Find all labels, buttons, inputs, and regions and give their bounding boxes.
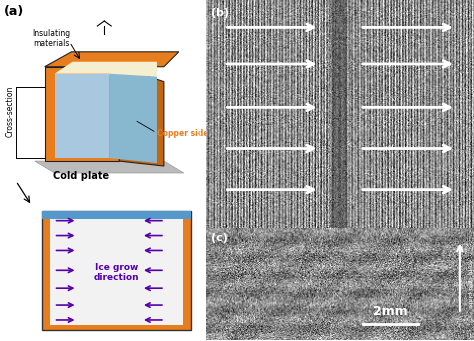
Bar bbox=[50, 219, 183, 325]
Text: (a): (a) bbox=[4, 5, 24, 18]
Text: Copper side: Copper side bbox=[157, 129, 209, 138]
Polygon shape bbox=[55, 62, 157, 77]
Polygon shape bbox=[35, 161, 184, 173]
Text: 2mm: 2mm bbox=[373, 305, 408, 318]
Polygon shape bbox=[45, 52, 179, 67]
Polygon shape bbox=[55, 74, 109, 158]
Text: Insulating
materials: Insulating materials bbox=[33, 29, 71, 48]
Polygon shape bbox=[45, 67, 119, 161]
Bar bbox=[42, 211, 191, 330]
Polygon shape bbox=[109, 74, 157, 163]
Text: Freeze direction
from cold plate: Freeze direction from cold plate bbox=[467, 260, 474, 310]
Text: Ice grow
direction: Ice grow direction bbox=[93, 263, 139, 282]
Text: Freeze direction from a copper side: Freeze direction from a copper side bbox=[198, 59, 202, 170]
Text: (b): (b) bbox=[211, 8, 229, 18]
Text: Cross-section: Cross-section bbox=[5, 86, 14, 137]
Text: Cold plate: Cold plate bbox=[54, 171, 109, 181]
Polygon shape bbox=[119, 67, 164, 166]
Text: (c): (c) bbox=[211, 234, 228, 243]
Bar bbox=[42, 211, 191, 219]
